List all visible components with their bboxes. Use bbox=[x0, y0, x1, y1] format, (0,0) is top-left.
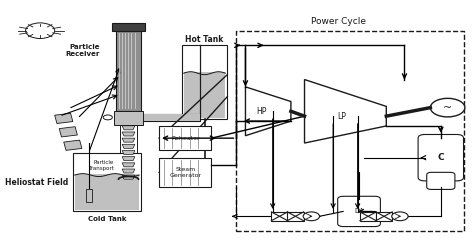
Text: Hot Tank: Hot Tank bbox=[185, 35, 224, 44]
Polygon shape bbox=[122, 113, 135, 118]
Circle shape bbox=[392, 212, 408, 221]
Bar bbox=[114, 111, 143, 125]
Polygon shape bbox=[122, 126, 135, 130]
Bar bbox=[360, 212, 376, 221]
Circle shape bbox=[103, 115, 112, 120]
Text: ~: ~ bbox=[443, 103, 452, 113]
FancyBboxPatch shape bbox=[337, 196, 381, 226]
Bar bbox=[116, 31, 141, 111]
Text: Heliostat Field: Heliostat Field bbox=[5, 178, 68, 187]
Polygon shape bbox=[122, 163, 135, 167]
Circle shape bbox=[430, 98, 465, 117]
Bar bbox=[73, 153, 141, 211]
Polygon shape bbox=[122, 144, 135, 148]
Bar bbox=[184, 72, 226, 118]
Polygon shape bbox=[122, 138, 135, 142]
Circle shape bbox=[26, 23, 55, 39]
Text: HP: HP bbox=[256, 107, 266, 116]
Bar bbox=[287, 212, 304, 221]
Bar bbox=[85, 189, 92, 202]
Bar bbox=[376, 212, 392, 221]
Text: Power Cycle: Power Cycle bbox=[311, 17, 366, 26]
Bar bbox=[159, 158, 211, 187]
Bar bbox=[182, 45, 228, 119]
Text: Particle
Receiver: Particle Receiver bbox=[66, 44, 100, 57]
Polygon shape bbox=[122, 132, 135, 136]
Bar bbox=[237, 31, 464, 231]
Bar bbox=[159, 126, 211, 150]
Polygon shape bbox=[122, 150, 135, 154]
Bar bbox=[74, 174, 139, 210]
Text: Reheater: Reheater bbox=[171, 136, 200, 141]
Polygon shape bbox=[64, 140, 82, 150]
Polygon shape bbox=[122, 120, 135, 124]
Polygon shape bbox=[59, 127, 77, 137]
FancyBboxPatch shape bbox=[418, 134, 464, 181]
Polygon shape bbox=[246, 87, 291, 136]
Polygon shape bbox=[122, 169, 135, 173]
Polygon shape bbox=[304, 80, 386, 143]
Text: Generator: Generator bbox=[169, 173, 201, 178]
Polygon shape bbox=[122, 157, 135, 161]
Polygon shape bbox=[122, 175, 135, 179]
FancyBboxPatch shape bbox=[427, 172, 455, 189]
Text: LP: LP bbox=[337, 112, 346, 121]
Text: C: C bbox=[438, 153, 444, 162]
Text: DA: DA bbox=[354, 208, 364, 214]
Polygon shape bbox=[55, 113, 73, 124]
Text: Steam: Steam bbox=[175, 167, 195, 172]
Text: Particle
Transport: Particle Transport bbox=[88, 160, 114, 171]
Polygon shape bbox=[141, 45, 200, 121]
Bar bbox=[271, 212, 288, 221]
Text: Cold Tank: Cold Tank bbox=[88, 216, 126, 222]
Bar bbox=[112, 23, 145, 31]
Circle shape bbox=[303, 212, 319, 221]
